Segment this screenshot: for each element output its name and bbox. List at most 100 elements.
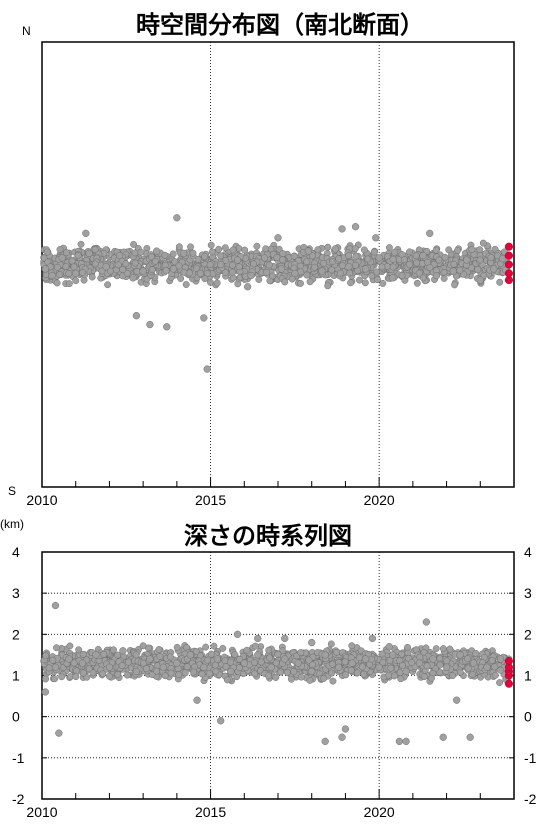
event-point (269, 272, 276, 280)
event-point (227, 658, 235, 666)
event-point (429, 655, 437, 663)
event-point (311, 263, 319, 271)
event-point (265, 646, 273, 654)
event-point (42, 652, 50, 660)
event-point (423, 662, 431, 670)
event-point (70, 659, 78, 667)
x-tick-label: 2015 (195, 492, 226, 508)
event-point (51, 663, 60, 671)
x-tick-label: 2015 (195, 804, 226, 820)
event-point (335, 255, 343, 263)
event-point (79, 269, 87, 276)
event-point (151, 257, 159, 265)
event-point (162, 267, 170, 274)
event-point (445, 246, 453, 254)
recent-event-point (504, 269, 513, 278)
event-point (428, 674, 435, 682)
event-point (129, 274, 137, 282)
event-point (396, 669, 404, 677)
event-point (432, 246, 440, 254)
event-point (281, 634, 289, 643)
event-point (131, 249, 139, 257)
y-tick-label-right: 0 (524, 709, 532, 725)
event-point (208, 248, 216, 256)
event-point (496, 679, 504, 687)
event-point (152, 247, 161, 255)
event-point (233, 256, 242, 264)
event-point (231, 651, 239, 658)
event-point (241, 246, 249, 254)
event-point (137, 248, 145, 256)
event-point (304, 247, 312, 255)
event-point (379, 280, 387, 287)
event-point (328, 660, 336, 668)
x-tick-label: 2010 (26, 492, 57, 508)
top-chart-south-label: S (8, 484, 16, 498)
event-point (250, 260, 257, 268)
event-point (404, 643, 411, 651)
event-point (72, 269, 80, 278)
event-point (338, 225, 346, 233)
event-point (235, 263, 243, 271)
event-point (182, 281, 190, 288)
event-point (498, 255, 506, 263)
event-point (253, 242, 261, 250)
event-point (227, 667, 235, 676)
event-point (402, 667, 410, 676)
event-point (146, 655, 154, 663)
event-point (314, 246, 322, 254)
event-point (211, 661, 219, 669)
event-point (456, 266, 464, 274)
y-tick-label-left: 4 (12, 544, 20, 560)
event-point (187, 243, 194, 251)
event-point (173, 659, 181, 667)
event-point (440, 274, 448, 282)
event-point (413, 279, 421, 287)
event-point (48, 271, 56, 280)
event-point (308, 252, 316, 260)
event-point (436, 661, 444, 669)
event-point (78, 659, 87, 667)
event-point (42, 675, 50, 683)
event-point (279, 250, 287, 258)
event-point (263, 268, 270, 276)
event-point (385, 244, 393, 252)
event-point (132, 312, 141, 320)
event-point (352, 261, 359, 269)
event-point (219, 644, 227, 652)
y-tick-label-left: 2 (12, 626, 20, 642)
event-point (305, 656, 313, 664)
y-tick-label-right: -2 (524, 791, 537, 807)
event-point (91, 260, 99, 268)
event-point (476, 246, 484, 254)
event-point (281, 655, 289, 663)
event-point (163, 323, 171, 331)
event-point (490, 265, 498, 273)
event-point (435, 256, 443, 264)
event-point (118, 662, 126, 670)
event-point (204, 656, 211, 664)
event-point (196, 269, 205, 278)
event-point (173, 214, 181, 222)
event-point (207, 241, 215, 249)
event-point (405, 260, 414, 269)
event-point (328, 669, 336, 677)
event-point (402, 737, 410, 746)
y-tick-label-left: 3 (12, 585, 20, 601)
event-point (51, 675, 59, 683)
event-point (389, 255, 397, 263)
event-point (102, 263, 110, 271)
event-point (290, 252, 298, 260)
event-point (331, 245, 339, 253)
event-point (200, 663, 208, 671)
event-point (373, 268, 381, 276)
event-point (181, 669, 189, 677)
event-point (159, 663, 168, 671)
event-point (91, 246, 99, 254)
event-point (169, 250, 177, 258)
event-point (400, 256, 408, 264)
event-point (175, 671, 183, 679)
event-point (250, 659, 258, 667)
event-point (41, 265, 50, 273)
event-point (360, 670, 368, 678)
